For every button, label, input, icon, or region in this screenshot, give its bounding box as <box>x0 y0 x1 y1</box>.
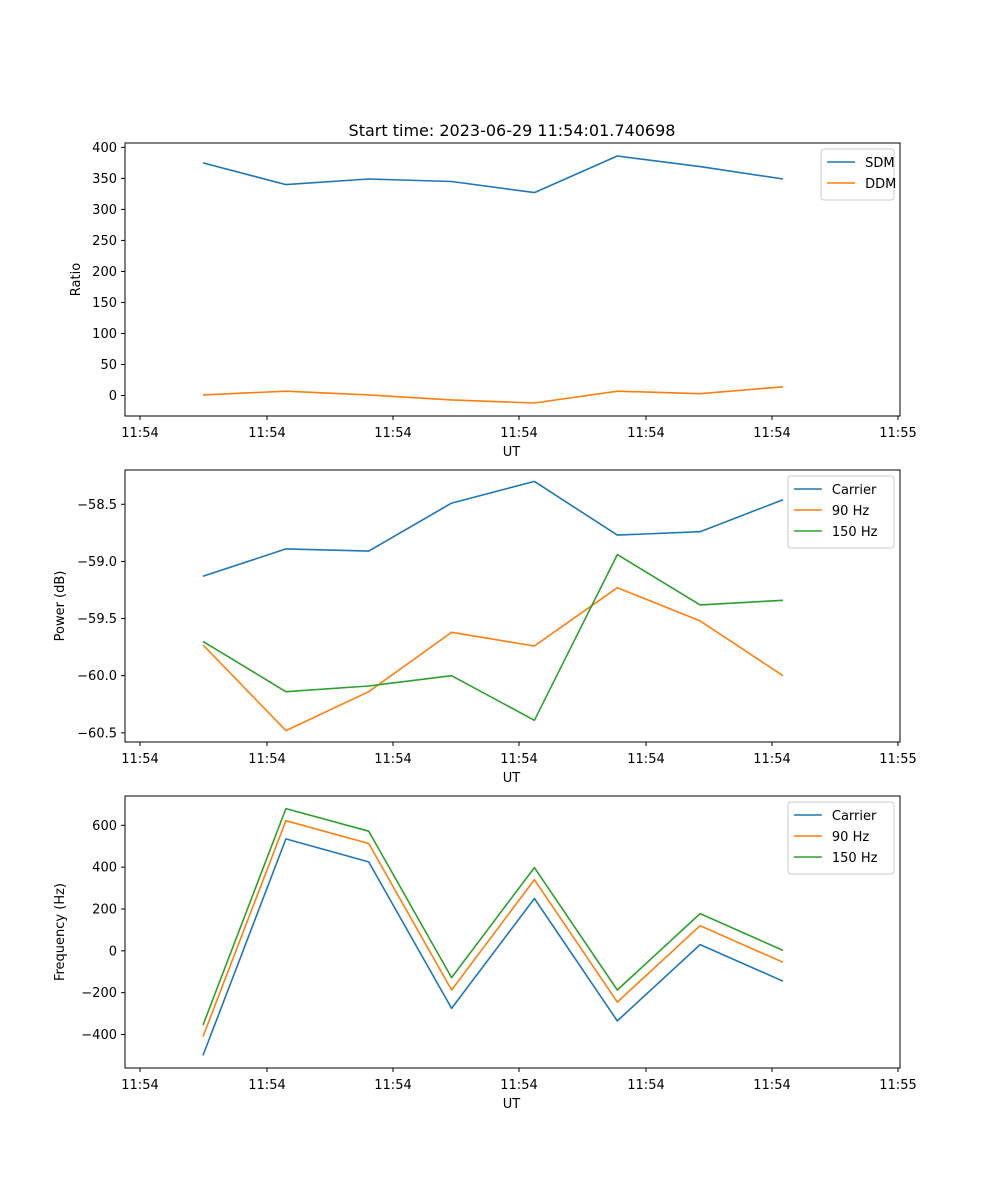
x-tick-label: 11:55 <box>879 426 916 441</box>
y-tick-label: 50 <box>100 358 117 373</box>
x-tick-label: 11:54 <box>248 752 285 767</box>
y-tick-label: −59.0 <box>77 555 117 570</box>
legend-label-90-hz: 90 Hz <box>832 504 869 519</box>
legend: Carrier 90 Hz 150 Hz <box>787 801 895 875</box>
x-tick-label: 11:54 <box>374 1078 411 1093</box>
legend-box <box>787 475 895 549</box>
x-tick-label: 11:54 <box>627 752 664 767</box>
y-tick-label: 300 <box>92 203 117 218</box>
axes-frame <box>124 795 901 1069</box>
chart-panel-2: −60.5 −60.0 −59.5 −59.0 −58.5 11:54 11:54 11:54… <box>53 469 917 786</box>
x-tick-label: 11:54 <box>753 426 790 441</box>
x-tick-label: 11:54 <box>500 752 537 767</box>
series-line-carrier <box>202 480 784 578</box>
y-tick-label: 200 <box>92 902 117 917</box>
x-tick-label: 11:55 <box>879 752 916 767</box>
y-axis-label: Ratio <box>69 263 84 296</box>
x-axis-label: UT <box>503 445 521 460</box>
x-tick-label: 11:54 <box>500 426 537 441</box>
y-tick-label: 600 <box>92 819 117 834</box>
series-line-90-hz <box>202 586 784 732</box>
axes-frame <box>124 469 901 743</box>
y-axis-label: Power (dB) <box>53 571 68 642</box>
y-tick-label: −60.0 <box>77 669 117 684</box>
series-line-150-hz <box>202 553 784 722</box>
x-tick-label: 11:54 <box>627 1078 664 1093</box>
legend-box <box>787 801 895 875</box>
x-tick-label: 11:54 <box>121 752 158 767</box>
x-tick-label: 11:54 <box>500 1078 537 1093</box>
axes-frame <box>124 142 901 417</box>
x-tick-label: 11:54 <box>627 426 664 441</box>
series-line-ddm <box>202 386 784 404</box>
legend-label-carrier: Carrier <box>832 483 877 498</box>
y-tick-label: 250 <box>92 234 117 249</box>
y-axis-label: Frequency (Hz) <box>53 883 68 981</box>
x-tick-label: 11:54 <box>753 752 790 767</box>
y-tick-label: −58.5 <box>77 498 117 513</box>
y-tick-label: −200 <box>81 986 117 1001</box>
y-tick-label: −59.5 <box>77 612 117 627</box>
legend-label-150-hz: 150 Hz <box>832 525 878 540</box>
y-tick-label: −400 <box>81 1028 117 1043</box>
chart-panels: 0 50 100 150 200 250 300 350 400 11:54 11:54 11:54 1… <box>53 141 917 1112</box>
x-tick-label: 11:54 <box>248 1078 285 1093</box>
y-tick-label: 0 <box>109 389 117 404</box>
x-axis-label: UT <box>503 1097 521 1112</box>
x-tick-label: 11:54 <box>753 1078 790 1093</box>
series-line-carrier <box>202 838 784 1056</box>
legend-label-ddm: DDM <box>865 177 896 192</box>
x-axis-label: UT <box>503 771 521 786</box>
series-line-90-hz <box>202 819 784 1037</box>
y-tick-label: 150 <box>92 296 117 311</box>
x-tick-label: 11:54 <box>374 426 411 441</box>
y-tick-label: 0 <box>109 944 117 959</box>
y-tick-label: 100 <box>92 327 117 342</box>
legend: Carrier 90 Hz 150 Hz <box>787 475 895 549</box>
legend-label-90-hz: 90 Hz <box>832 830 869 845</box>
x-tick-label: 11:54 <box>121 426 158 441</box>
chart-panel-1: 0 50 100 150 200 250 300 350 400 11:54 11:54 11:54 1… <box>69 141 917 460</box>
x-tick-label: 11:55 <box>879 1078 916 1093</box>
y-tick-label: 200 <box>92 265 117 280</box>
y-tick-label: 350 <box>92 172 117 187</box>
y-tick-label: −60.5 <box>77 726 117 741</box>
series-line-sdm <box>202 155 784 194</box>
legend-label-150-hz: 150 Hz <box>832 851 878 866</box>
legend: SDM DDM <box>820 148 896 201</box>
figure-title: Start time: 2023-06-29 11:54:01.740698 <box>349 121 676 140</box>
y-tick-label: 400 <box>92 141 117 156</box>
x-tick-label: 11:54 <box>374 752 411 767</box>
y-tick-label: 400 <box>92 861 117 876</box>
chart-panel-3: −400 −200 0 200 400 600 11:54 11:54 11:54 11:54 11… <box>53 795 917 1112</box>
x-tick-label: 11:54 <box>121 1078 158 1093</box>
series-line-150-hz <box>202 807 784 1026</box>
legend-label-sdm: SDM <box>865 156 894 171</box>
legend-label-carrier: Carrier <box>832 809 877 824</box>
x-tick-label: 11:54 <box>248 426 285 441</box>
